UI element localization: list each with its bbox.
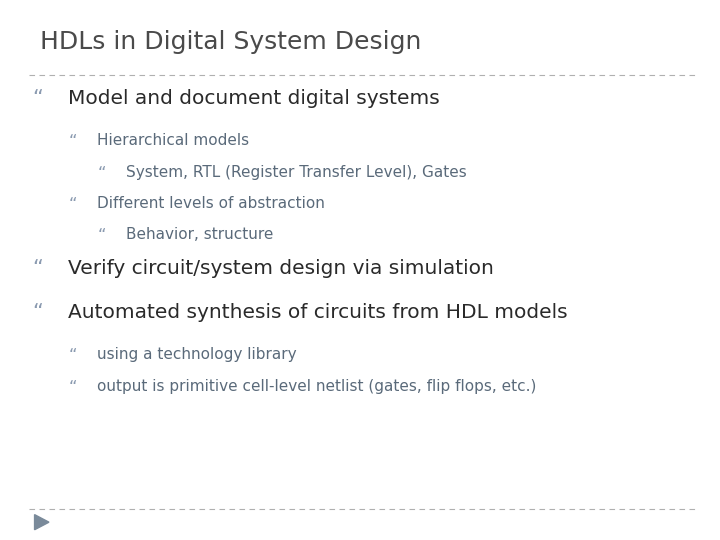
Text: “: “ (68, 196, 77, 214)
Text: Different levels of abstraction: Different levels of abstraction (97, 196, 325, 211)
Text: using a technology library: using a technology library (97, 347, 297, 362)
Text: output is primitive cell-level netlist (gates, flip flops, etc.): output is primitive cell-level netlist (… (97, 379, 536, 394)
Text: “: “ (32, 259, 43, 279)
Text: “: “ (68, 379, 77, 396)
Text: “: “ (68, 133, 77, 151)
Text: System, RTL (Register Transfer Level), Gates: System, RTL (Register Transfer Level), G… (126, 165, 467, 180)
Text: “: “ (32, 89, 43, 109)
Text: Verify circuit/system design via simulation: Verify circuit/system design via simulat… (68, 259, 494, 278)
Text: HDLs in Digital System Design: HDLs in Digital System Design (40, 30, 421, 53)
Text: Automated synthesis of circuits from HDL models: Automated synthesis of circuits from HDL… (68, 303, 568, 322)
Text: Model and document digital systems: Model and document digital systems (68, 89, 440, 108)
Text: Behavior, structure: Behavior, structure (126, 227, 274, 242)
Text: “: “ (97, 227, 106, 245)
Text: “: “ (97, 165, 106, 183)
Text: “: “ (32, 303, 43, 323)
Polygon shape (35, 515, 49, 530)
Text: “: “ (68, 347, 77, 365)
Text: Hierarchical models: Hierarchical models (97, 133, 249, 148)
